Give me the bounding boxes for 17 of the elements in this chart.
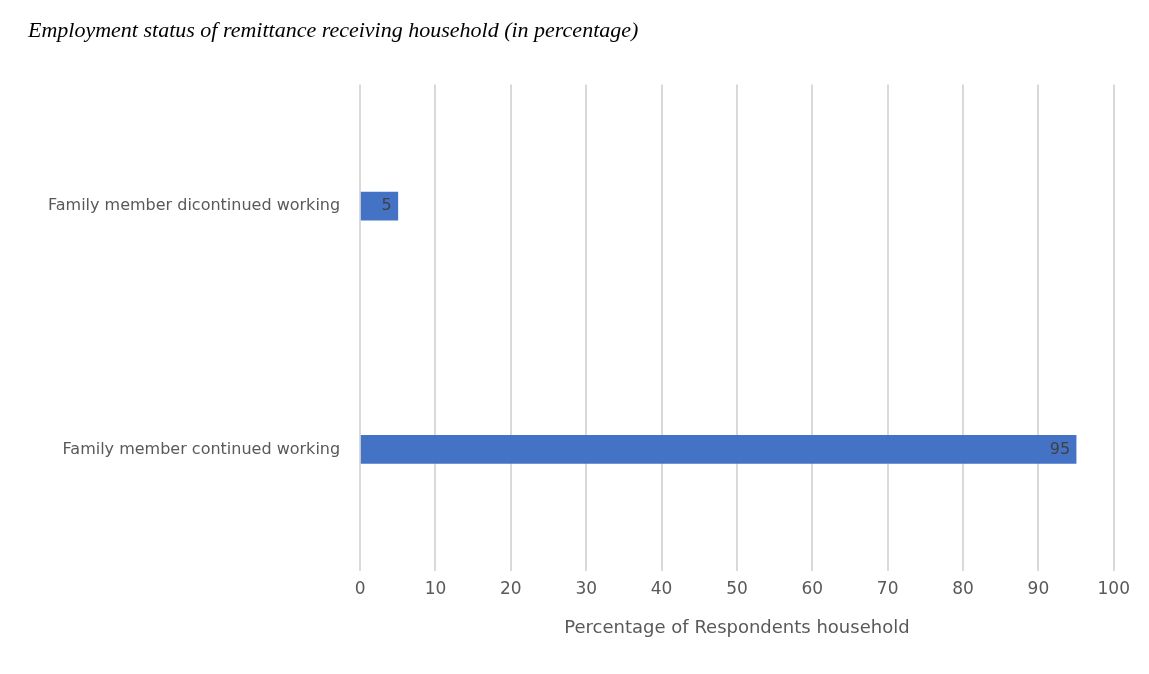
x-axis-title: Percentage of Respondents household — [564, 615, 910, 637]
x-tick-label: 0 — [354, 577, 366, 598]
x-tick-label: 40 — [650, 577, 673, 598]
x-tick-label: 20 — [500, 577, 522, 598]
x-tick-label: 90 — [1027, 577, 1050, 598]
data-label: 95 — [1049, 438, 1071, 458]
chart-title: Employment status of remittance receiving household (in percentage) — [27, 16, 639, 42]
x-tick-label: 70 — [876, 577, 899, 598]
x-tick-label: 100 — [1097, 577, 1130, 598]
x-tick-label: 50 — [726, 577, 748, 598]
x-tick-label: 30 — [575, 577, 598, 598]
x-tick-label: 60 — [801, 577, 824, 598]
x-tick-label: 10 — [424, 577, 447, 598]
data-label: 5 — [381, 195, 392, 215]
y-tick-label: Family member continued working — [62, 438, 341, 458]
y-tick-label: Family member dicontinued working — [48, 195, 341, 215]
x-tick-label: 80 — [952, 577, 974, 598]
